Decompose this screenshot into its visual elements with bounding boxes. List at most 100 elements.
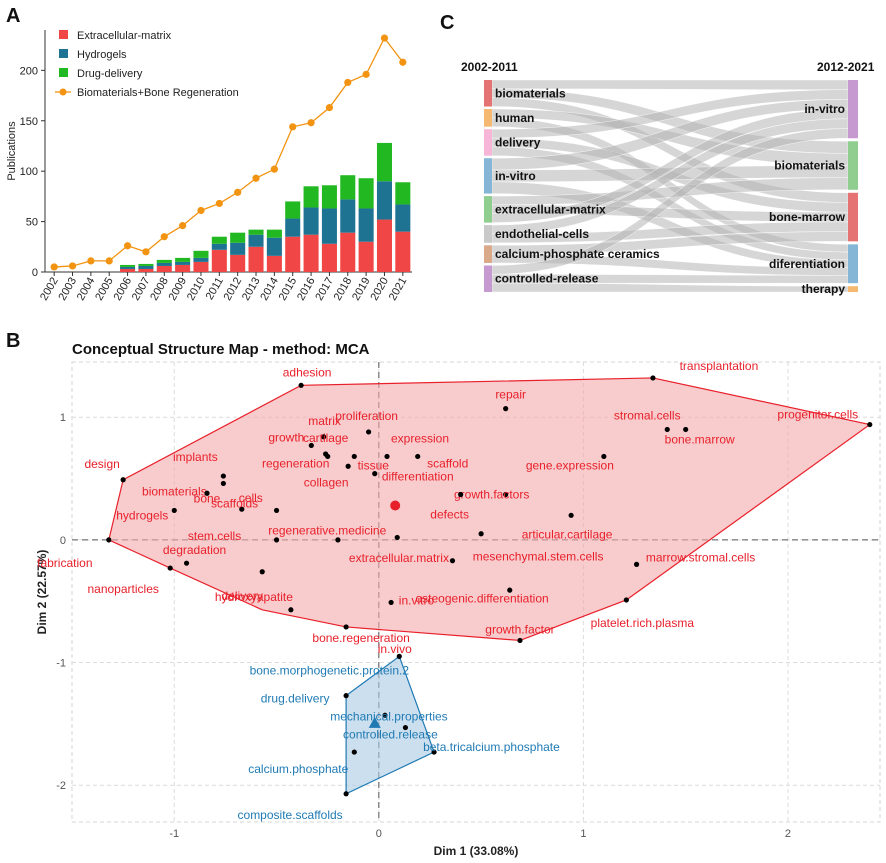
a-bar-extracellular-matrix-2008 (156, 265, 172, 272)
a-legend-swatch-extracellular-matrix (59, 30, 68, 39)
b-point-bone.marrow (683, 426, 689, 433)
c-flow-19 (491, 274, 849, 284)
a-line-point-2010 (197, 206, 205, 215)
b-point-label: expression (391, 431, 449, 445)
a-bar-drug-delivery-2008 (156, 259, 172, 263)
a-bar-drug-delivery-2018 (340, 175, 356, 200)
b-x-tick-label: -1 (169, 828, 179, 840)
b-point-label: mesenchymal.stem.cells (473, 550, 604, 564)
b-point-label: design (84, 457, 119, 471)
b-point-label: regeneration (262, 456, 329, 470)
c-left-node-calcium-phosphate ceramics (484, 245, 492, 263)
b-point-composite.scaffolds (343, 791, 349, 797)
b-point-label: cartilage (303, 431, 349, 445)
b-point-label: extracellular.matrix (349, 551, 449, 565)
b-point-label: stem.cells (188, 529, 241, 543)
a-bar-extracellular-matrix-2006 (120, 268, 136, 272)
b-point-in.vitro (449, 558, 456, 564)
b-point-label: in.vivo (378, 642, 412, 656)
b-point-label: controlled.release (343, 728, 438, 742)
a-bar-extracellular-matrix-2018 (340, 232, 356, 272)
b-x-tick-label: 0 (376, 828, 382, 840)
a-legend-swatch-drug-delivery (59, 68, 68, 77)
b-point-label: defects (430, 507, 469, 521)
b-point-label: cells (239, 491, 263, 505)
a-line-point-2017 (325, 104, 334, 112)
b-title: Conceptual Structure Map - method: MCA (72, 341, 370, 358)
a-bar-extracellular-matrix-2010 (193, 261, 209, 272)
b-point-drug.delivery (343, 693, 349, 699)
b-point-implants (220, 473, 226, 479)
a-x-tick-label: 2004 (75, 276, 98, 303)
b-point-label: bone (194, 491, 221, 505)
a-bar-hydrogels-2008 (156, 262, 172, 266)
b-point-matrix (321, 434, 327, 440)
b-point-growth.factors (503, 491, 509, 498)
b-y-tick-label: 1 (60, 412, 66, 424)
a-bar-extracellular-matrix-2020 (376, 219, 392, 272)
b-point-degradation (183, 560, 190, 566)
a-line-point-2014 (270, 165, 278, 173)
b-point-beta.tricalcium.phosphate (431, 749, 437, 755)
a-bar-drug-delivery-2011 (211, 236, 227, 244)
a-y-tick-label: 150 (20, 116, 38, 128)
a-bar-drug-delivery-2012 (230, 232, 246, 243)
a-x-tick-label: 2012 (222, 276, 245, 303)
b-point-label: differentiation (382, 470, 454, 484)
a-line-point-2018 (344, 78, 352, 87)
b-point-label: composite.scaffolds (238, 808, 343, 822)
b-point-label: nanoparticles (87, 582, 158, 596)
a-legend-label: Hydrogels (77, 49, 127, 61)
c-left-node-biomaterials (484, 80, 492, 107)
b-point-label: growth.factors (454, 487, 529, 501)
a-bar-extracellular-matrix-2015 (285, 236, 301, 272)
panel-letter-b: B (6, 330, 20, 352)
a-bar-extracellular-matrix-2013 (248, 246, 264, 272)
b-point-label: collagen (304, 475, 349, 489)
a-line-point-2019 (362, 70, 370, 78)
a-bar-drug-delivery-2021 (395, 182, 411, 205)
b-point-bone.regeneration (343, 624, 349, 630)
a-y-axis-title: Publications (6, 121, 18, 181)
b-point-regenerative.medicine (394, 534, 400, 541)
a-y-tick-label: 200 (20, 65, 38, 77)
a-line-point-2002 (50, 263, 58, 271)
b-point-scaffold (415, 453, 421, 460)
a-bar-hydrogels-2019 (358, 208, 374, 242)
a-x-tick-label: 2019 (350, 276, 373, 303)
c-left-node-label: controlled-release (495, 272, 599, 286)
a-bar-extracellular-matrix-2021 (395, 231, 411, 272)
a-bar-hydrogels-2011 (211, 243, 227, 250)
b-point-expression (384, 453, 390, 460)
a-bar-hydrogels-2012 (230, 242, 246, 255)
a-line-point-2006 (123, 242, 132, 250)
b-point-repair (503, 406, 509, 412)
c-left-node-label: endothelial-cells (495, 227, 589, 241)
b-point-label: drug.delivery (261, 692, 330, 706)
b-cluster1-centroid (390, 500, 401, 511)
a-legend-marker (59, 88, 67, 96)
b-point-collagen (345, 463, 351, 469)
b-point-label: stromal.cells (614, 408, 681, 422)
a-line-point-2008 (160, 233, 168, 241)
c-left-node-human (484, 109, 492, 127)
b-point-platelet.rich.plasma (623, 597, 629, 603)
a-bar-hydrogels-2017 (321, 208, 337, 244)
a-x-tick-label: 2006 (112, 276, 135, 303)
b-point-fabrication (106, 537, 112, 543)
b-point-label: growth.factor (485, 622, 554, 636)
c-right-node-label: diferentiation (769, 257, 845, 271)
c-left-node-delivery (484, 129, 492, 156)
a-y-tick-label: 100 (20, 166, 38, 178)
a-line-point-2020 (380, 34, 389, 42)
b-point-label: implants (173, 450, 218, 464)
a-bar-extracellular-matrix-2016 (303, 234, 319, 272)
b-point-label: scaffold (427, 456, 468, 470)
a-legend-label: Biomaterials+Bone Regeneration (77, 87, 239, 99)
a-legend-label: Extracellular-matrix (77, 30, 172, 42)
a-bar-hydrogels-2021 (395, 204, 411, 232)
b-point-label: regenerative.medicine (268, 523, 386, 537)
b-point-label: delivery (222, 589, 263, 603)
b-x-axis-title: Dim 1 (33.08%) (434, 844, 519, 858)
a-bar-hydrogels-2016 (303, 207, 319, 235)
